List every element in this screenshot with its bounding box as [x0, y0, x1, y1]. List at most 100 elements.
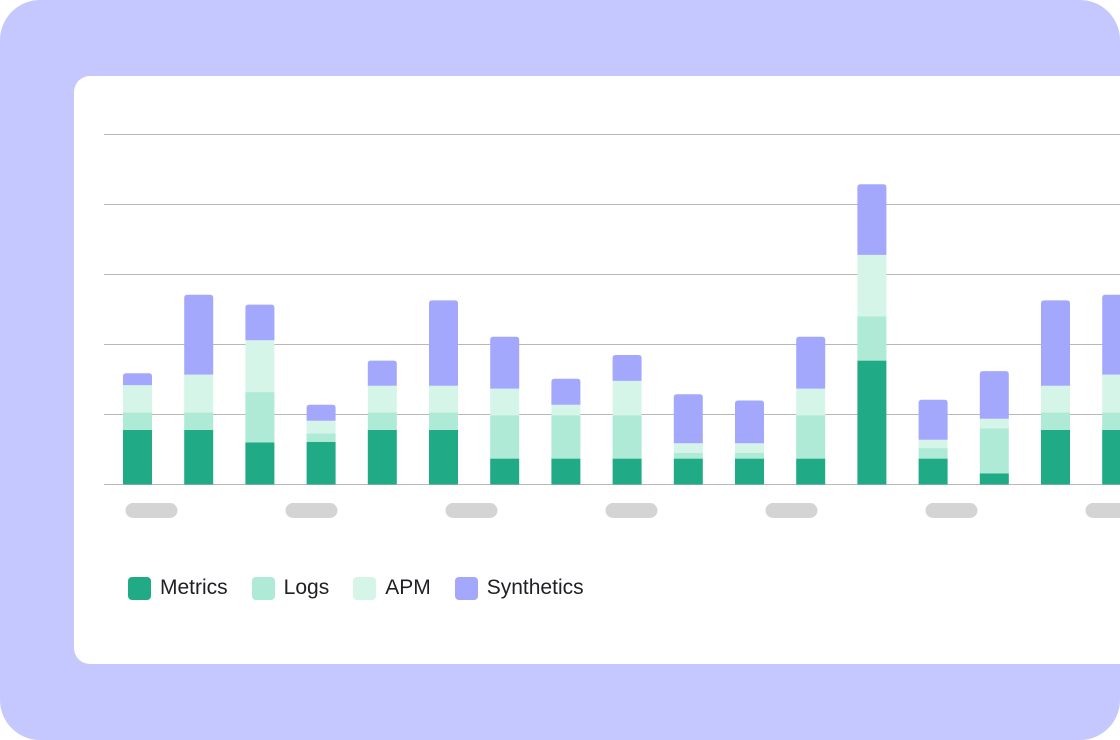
stacked-bar-chart [104, 134, 1120, 518]
legend-item-logs: Logs [251, 576, 330, 600]
bar-segment-apm [551, 404, 581, 416]
bar-segment-synthetics [245, 304, 275, 341]
bar-stack [857, 184, 887, 485]
chart-card: Metrics Logs APM Synthetics [74, 76, 1120, 664]
bar-segment-apm [735, 443, 764, 453]
bar-stack [306, 404, 336, 485]
legend-swatch-synthetics [454, 576, 478, 600]
legend: Metrics Logs APM Synthetics [128, 576, 584, 600]
bar-segment-synthetics [857, 184, 887, 255]
x-tick-label-placeholder [605, 503, 658, 518]
bar-segment-apm [796, 388, 826, 416]
bar-segment-apm [857, 254, 887, 317]
bar-segment-logs [123, 412, 152, 430]
bar-segment-apm [429, 385, 458, 413]
bar-segment-logs [551, 415, 581, 459]
legend-swatch-apm [353, 576, 377, 600]
bar-segment-apm [490, 388, 520, 416]
bar-stack [612, 355, 642, 485]
bar-segment-logs [918, 448, 948, 459]
legend-item-apm: APM [353, 576, 431, 600]
bar-segment-logs [490, 415, 520, 459]
x-tick-label-placeholder [285, 503, 338, 518]
bar-segment-synthetics [1102, 294, 1120, 375]
bar-segment-metrics [796, 458, 826, 485]
bar-stack [429, 300, 458, 485]
x-tick-placeholders [125, 503, 1120, 518]
bar-segment-synthetics [735, 400, 764, 444]
bar-segment-metrics [918, 458, 948, 485]
bar-segment-apm [184, 374, 214, 413]
bar-segment-logs [857, 316, 887, 361]
bar-segment-metrics [735, 458, 764, 485]
x-tick-label-placeholder [1085, 503, 1120, 518]
bar-segment-synthetics [490, 336, 520, 389]
bar-segment-synthetics [184, 294, 214, 375]
bar-stack [245, 304, 275, 485]
legend-label-synthetics: Synthetics [486, 576, 584, 599]
bar-segment-logs [796, 415, 826, 459]
bar-stack [184, 294, 214, 485]
bar-segment-logs [245, 392, 275, 443]
bar-segment-metrics [612, 458, 642, 485]
bar-stack [1041, 300, 1070, 485]
legend-label-metrics: Metrics [160, 576, 228, 599]
bar-segment-logs [735, 453, 764, 459]
bar-segment-metrics [429, 429, 458, 485]
bar-segment-logs [1102, 412, 1120, 430]
legend-label-logs: Logs [283, 576, 330, 599]
bar-segment-synthetics [551, 378, 581, 405]
bar-stack [918, 399, 948, 485]
bar-segment-logs [367, 412, 397, 430]
bar-segment-logs [612, 415, 642, 459]
bar-segment-apm [306, 420, 336, 434]
bar-stack [490, 336, 520, 485]
bar-stack [1102, 294, 1120, 485]
bar-stack [979, 371, 1009, 485]
bar-segment-synthetics [306, 404, 336, 421]
bar-segment-metrics [245, 442, 275, 485]
legend-item-metrics: Metrics [128, 576, 228, 600]
bar-segment-apm [612, 380, 642, 416]
legend-swatch-logs [251, 576, 275, 600]
bar-segment-metrics [551, 458, 581, 485]
bar-segment-logs [1041, 412, 1070, 430]
bar-segment-logs [184, 412, 214, 430]
x-tick-label-placeholder [925, 503, 978, 518]
bar-segment-synthetics [979, 371, 1009, 419]
bar-stack [367, 360, 397, 485]
bar-segment-apm [123, 385, 152, 413]
bar-segment-metrics [490, 458, 520, 485]
bar-stack [123, 373, 152, 485]
bar-segment-apm [367, 385, 397, 413]
x-tick-label-placeholder [765, 503, 818, 518]
bar-segment-metrics [306, 441, 336, 485]
bar-segment-metrics [673, 458, 703, 485]
bar-stack [735, 400, 764, 485]
bar-segment-metrics [857, 360, 887, 485]
legend-item-synthetics: Synthetics [454, 576, 584, 600]
bar-segment-logs [306, 433, 336, 442]
bar-segment-synthetics [429, 300, 458, 386]
bar-segment-metrics [184, 429, 214, 485]
bar-segment-metrics [979, 473, 1009, 485]
bar-segment-synthetics [673, 394, 703, 444]
bar-segment-apm [245, 340, 275, 393]
bar-segment-apm [979, 418, 1009, 429]
legend-swatch-metrics [128, 576, 151, 600]
bar-stack [796, 336, 826, 485]
x-tick-label-placeholder [125, 503, 178, 518]
bar-segment-synthetics [123, 373, 152, 386]
bar-segment-metrics [123, 429, 152, 485]
bar-segment-logs [429, 412, 458, 430]
bar-segment-synthetics [367, 360, 397, 386]
bar-segment-apm [1102, 374, 1120, 413]
bar-stack [551, 378, 581, 485]
bar-segment-apm [918, 439, 948, 449]
bar-segment-logs [673, 453, 703, 459]
bar-stack [673, 394, 703, 485]
bar-segment-metrics [1102, 429, 1120, 485]
bar-segment-apm [673, 443, 703, 453]
bar-segment-synthetics [796, 336, 826, 389]
